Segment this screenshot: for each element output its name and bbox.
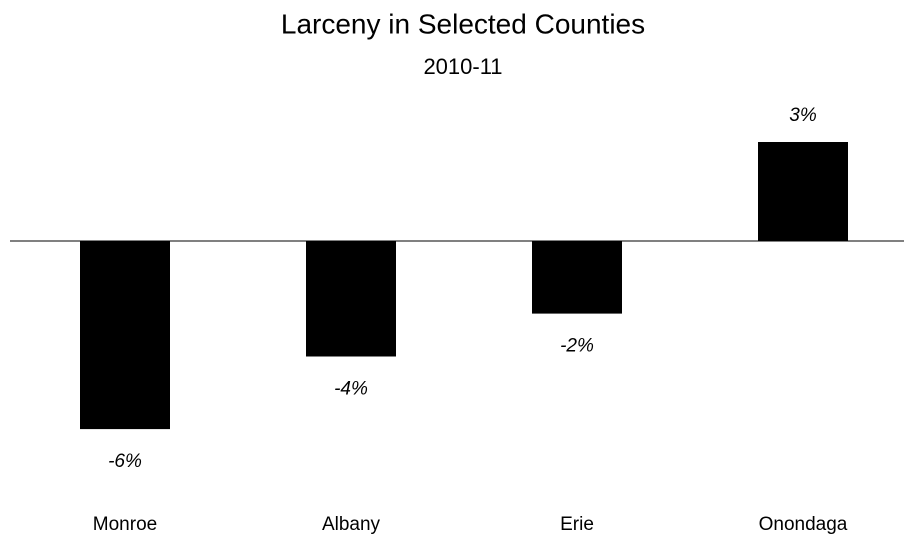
x-tick-label: Onondaga [759, 514, 848, 535]
x-tick-label: Erie [560, 514, 594, 535]
x-tick-label: Albany [322, 514, 381, 535]
bar [758, 142, 848, 241]
chart-subtitle: 2010-11 [423, 54, 502, 79]
value-label: 3% [789, 105, 817, 126]
value-label: -6% [108, 451, 142, 472]
value-label: -4% [334, 379, 368, 400]
x-tick-label: Monroe [93, 514, 157, 535]
value-label: -2% [560, 336, 594, 357]
bar [532, 241, 622, 314]
bar [80, 241, 170, 430]
bar [306, 241, 396, 357]
chart-title: Larceny in Selected Counties [281, 8, 645, 39]
